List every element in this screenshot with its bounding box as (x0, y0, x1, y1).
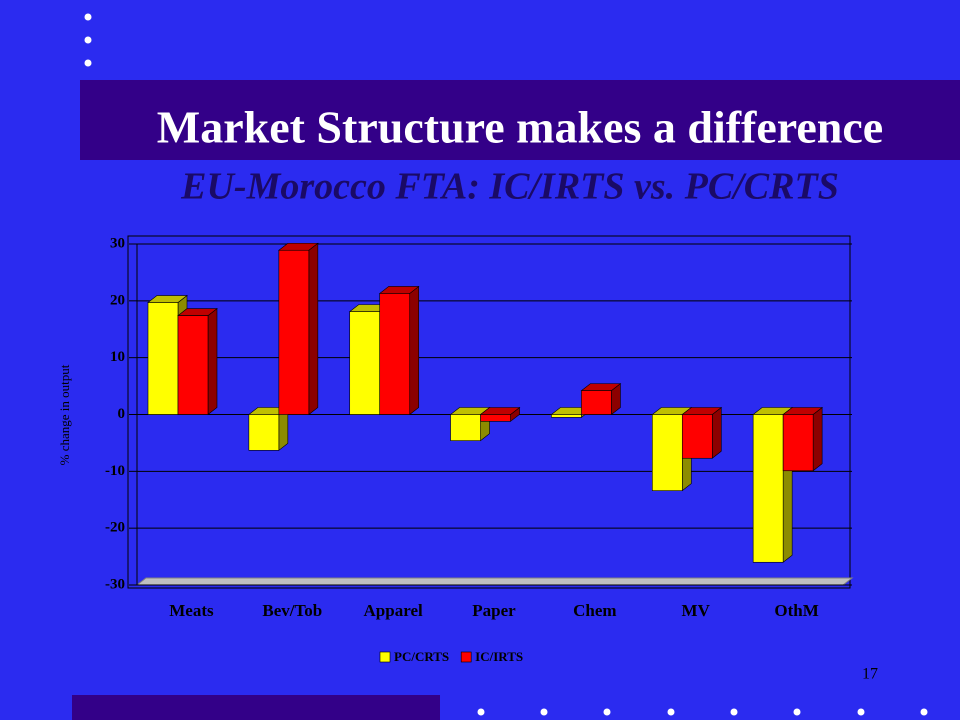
footer-band (72, 695, 440, 720)
bar (248, 414, 280, 451)
bar (450, 414, 481, 441)
y-tick-label: -10 (105, 463, 125, 479)
bar (782, 414, 814, 472)
legend-label: PC/CRTS (394, 649, 449, 664)
plot-frame (127, 235, 851, 589)
y-axis-label: % change in output (57, 364, 72, 465)
bar (752, 414, 784, 563)
floor (135, 577, 854, 586)
legend-swatch (460, 651, 472, 663)
y-tick-label: 0 (118, 406, 126, 422)
bar-side (812, 406, 823, 472)
x-tick-label: MV (682, 601, 711, 620)
bar (278, 249, 310, 415)
bar (651, 414, 683, 491)
x-tick-label: Meats (169, 601, 214, 620)
x-tick-label: Bev/Tob (262, 601, 322, 620)
bar-side (409, 285, 420, 416)
title: Market Structure makes a difference (157, 102, 883, 153)
subtitle: EU-Morocco FTA: IC/IRTS vs. PC/CRTS (180, 166, 839, 208)
page-number: 17 (862, 666, 878, 683)
bar (480, 414, 511, 422)
y-tick-label: 20 (110, 292, 125, 308)
x-tick-label: Chem (573, 601, 616, 620)
x-tick-label: OthM (774, 601, 818, 620)
bar-side (308, 242, 319, 416)
bar-side (207, 307, 218, 416)
y-tick-label: -20 (105, 520, 125, 536)
bar (379, 293, 411, 415)
bar (681, 414, 713, 459)
y-tick-label: -30 (105, 576, 125, 592)
bar (147, 302, 179, 415)
y-tick-label: 10 (110, 349, 125, 365)
dots (84, 13, 928, 716)
bar (177, 315, 209, 415)
bar-side (711, 406, 722, 459)
title-band (80, 80, 960, 160)
x-tick-label: Paper (472, 601, 516, 620)
y-tick-label: 30 (110, 235, 125, 251)
bar (349, 311, 381, 415)
legend-swatch (379, 651, 391, 663)
bar (581, 390, 612, 415)
x-tick-label: Apparel (364, 601, 423, 620)
legend-label: IC/IRTS (475, 649, 523, 664)
bar (551, 414, 582, 418)
